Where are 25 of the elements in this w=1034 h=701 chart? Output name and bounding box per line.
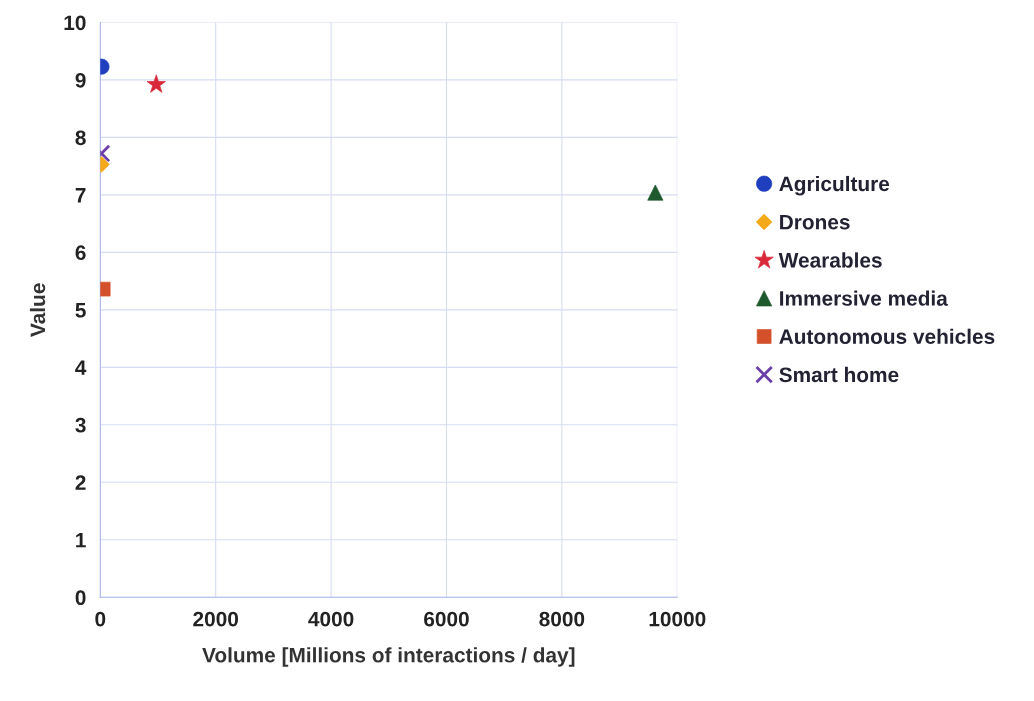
y-tick-label: 0 (75, 590, 86, 606)
x-tick-label: 2000 (193, 611, 239, 627)
x-tick-label: 0 (95, 611, 106, 627)
y-tick-label: 7 (75, 188, 86, 203)
legend-label: Wearables (778, 252, 882, 268)
legend-label: Autonomous vehicles (779, 328, 995, 344)
x-axis-title: Volume [Millions of interactions / day] (202, 647, 575, 667)
legend-label: Drones (780, 214, 850, 230)
y-tick-label: 3 (75, 417, 86, 433)
y-axis-title: Value (29, 283, 46, 337)
x-tick-label: 4000 (308, 611, 354, 627)
y-tick-label: 1 (76, 532, 86, 548)
x-tick-label: 10000 (649, 611, 706, 627)
x-tick-label: 8000 (539, 611, 585, 627)
y-tick-label: 6 (75, 245, 86, 261)
y-tick-label: 10 (64, 15, 86, 31)
legend-label: Smart home (779, 366, 899, 383)
x-tick-label: 6000 (424, 611, 469, 627)
y-tick-label: 5 (75, 303, 86, 318)
legend-label: Immersive media (780, 290, 948, 306)
y-tick-label: 9 (75, 72, 86, 88)
legend-label: Agriculture (779, 175, 890, 196)
y-tick-label: 8 (75, 130, 86, 146)
y-tick-label: 2 (75, 475, 86, 490)
y-tick-label: 4 (75, 360, 87, 375)
